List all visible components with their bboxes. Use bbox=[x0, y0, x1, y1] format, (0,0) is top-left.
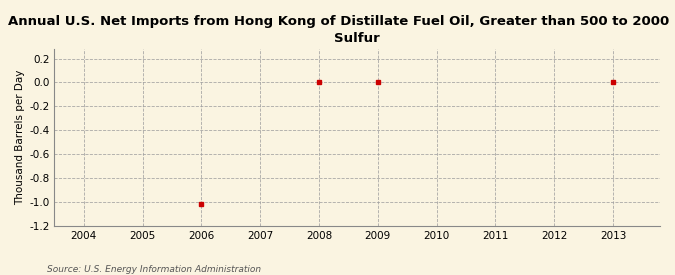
Y-axis label: Thousand Barrels per Day: Thousand Barrels per Day bbox=[15, 70, 25, 205]
Title: Annual U.S. Net Imports from Hong Kong of Distillate Fuel Oil, Greater than 500 : Annual U.S. Net Imports from Hong Kong o… bbox=[8, 15, 675, 45]
Text: Source: U.S. Energy Information Administration: Source: U.S. Energy Information Administ… bbox=[47, 265, 261, 274]
